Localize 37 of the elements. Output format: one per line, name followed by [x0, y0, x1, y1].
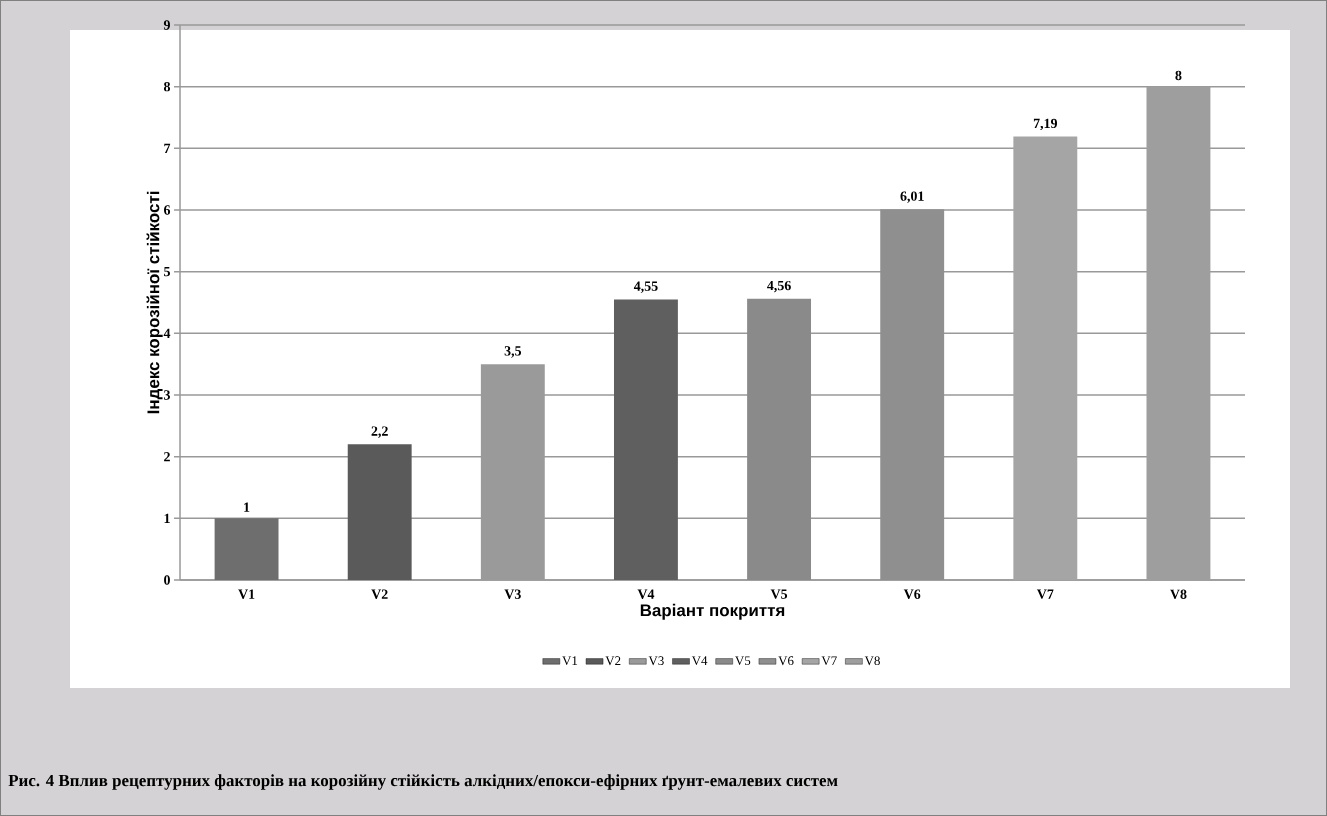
y-tick-label: 1 — [164, 513, 170, 523]
data-label: 7,19 — [1033, 118, 1058, 131]
data-label: 4,55 — [633, 281, 658, 293]
y-axis-title: Індекс корозійної стійкості — [146, 191, 163, 414]
legend-label: V3 — [648, 656, 664, 666]
y-tick-label: 3 — [164, 390, 171, 400]
x-tick-label: V1 — [238, 589, 255, 599]
legend-label: V2 — [605, 656, 621, 666]
data-label: 4,56 — [767, 280, 791, 293]
x-tick-label: V3 — [504, 589, 521, 599]
legend-label: V6 — [778, 656, 794, 666]
data-label: 2,2 — [371, 426, 388, 438]
x-axis-title: Варіант покриття — [640, 603, 785, 620]
legend-label: V8 — [864, 656, 880, 666]
legend-label: V7 — [821, 656, 837, 666]
x-tick-label: V6 — [903, 589, 921, 599]
x-tick-label: V8 — [1170, 589, 1187, 600]
data-label: 8 — [1175, 70, 1182, 81]
legend-label: V1 — [562, 656, 578, 666]
text: Рис. 4 Вплив рецептурних факторів на корозійну стійкість алкідних/епокси-ефірних ґрунт-емалевих систем — [8, 774, 838, 790]
y-tick-label: 5 — [164, 267, 170, 277]
y-tick-label: 0 — [164, 575, 170, 585]
data-label: 1 — [244, 502, 250, 512]
legend-label: V4 — [691, 656, 708, 666]
y-tick-label: 9 — [163, 20, 170, 30]
data-label: 3,5 — [504, 346, 522, 358]
x-tick-label: V5 — [770, 589, 788, 599]
data-label: 6,01 — [900, 191, 924, 203]
x-tick-label: V7 — [1036, 589, 1054, 599]
y-tick-label: 8 — [163, 81, 171, 92]
y-tick-label: 7 — [164, 143, 171, 153]
y-tick-label: 6 — [164, 205, 171, 215]
x-tick-label: V4 — [637, 589, 655, 599]
y-tick-label: 4 — [163, 328, 171, 338]
legend-label: V5 — [735, 656, 751, 666]
y-tick-label: 2 — [164, 452, 170, 462]
x-tick-label: V2 — [371, 589, 388, 599]
